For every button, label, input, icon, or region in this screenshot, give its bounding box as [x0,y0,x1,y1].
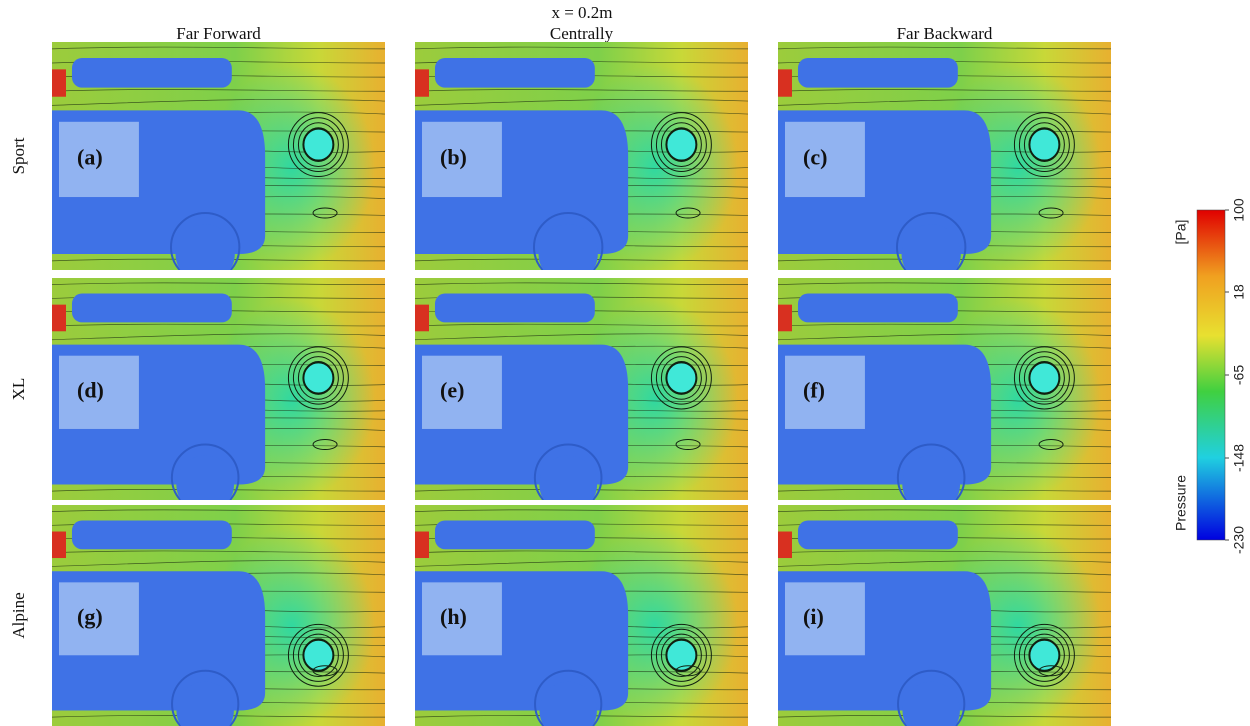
cfd-panel: (c) [778,42,1111,284]
wheel [176,224,235,283]
vortex-core [303,362,333,393]
cfd-panel: (a) [52,42,385,284]
panel-label: (b) [440,144,467,169]
colorbar-tick-label: 18 [1231,284,1247,300]
roof-box [435,520,595,549]
roof-box [798,294,958,323]
panel-label: (f) [803,377,825,402]
panel-label: (h) [440,604,467,629]
cfd-panel: (h) [415,505,748,726]
vortex-core [303,129,333,161]
colorbar-tick-label: -230 [1231,526,1247,554]
panel-label: (d) [77,377,104,402]
stagnation [415,305,429,332]
vortex-core [1029,362,1059,393]
colorbar-tick-label: -148 [1231,444,1247,472]
vortex-core [1029,129,1059,161]
stagnation [778,69,792,96]
panel-label: (c) [803,144,827,169]
colorbar-tick-label: 100 [1231,198,1247,222]
panel-label: (g) [77,604,103,629]
wheel [539,224,598,283]
colorbar [1197,210,1225,540]
figure-title: x = 0.2m [551,3,612,22]
roof-box [72,294,232,323]
cfd-panel: (b) [415,42,748,284]
figure: x = 0.2m Far Forward Centrally Far Backwar… [0,0,1250,726]
stagnation [415,532,429,559]
column-header: Far Backward [897,24,993,43]
roof-box [798,520,958,549]
colorbar-tick-label: -65 [1231,365,1247,385]
wheel [176,456,234,514]
roof-box [72,58,232,88]
roof-box [72,520,232,549]
wheel [902,456,960,514]
stagnation [52,305,66,332]
roof-box [798,58,958,88]
cfd-panel: (i) [778,505,1111,726]
panel-label-box [785,582,865,655]
stagnation [415,69,429,96]
roof-box [435,58,595,88]
vortex-core [666,129,696,161]
panel-label: (e) [440,377,464,402]
column-header: Far Forward [176,24,261,43]
stagnation [778,532,792,559]
wheel [539,456,597,514]
colorbar-title: Pressure [1173,475,1189,531]
roof-box [435,294,595,323]
wheel [902,224,961,283]
column-header: Centrally [550,24,614,43]
stagnation [778,305,792,332]
row-label: Alpine [9,592,28,638]
cfd-panel: (d) [52,278,385,513]
row-label: XL [9,378,28,401]
stagnation [52,69,66,96]
cfd-panel: (e) [415,278,748,513]
panel-label: (i) [803,604,824,629]
cfd-panel: (g) [52,505,385,726]
stagnation [52,532,66,559]
cfd-panel: (f) [778,278,1111,513]
panel-label: (a) [77,144,103,169]
row-label: Sport [9,137,28,174]
colorbar-unit: [Pa] [1173,220,1189,245]
vortex-core [666,362,696,393]
